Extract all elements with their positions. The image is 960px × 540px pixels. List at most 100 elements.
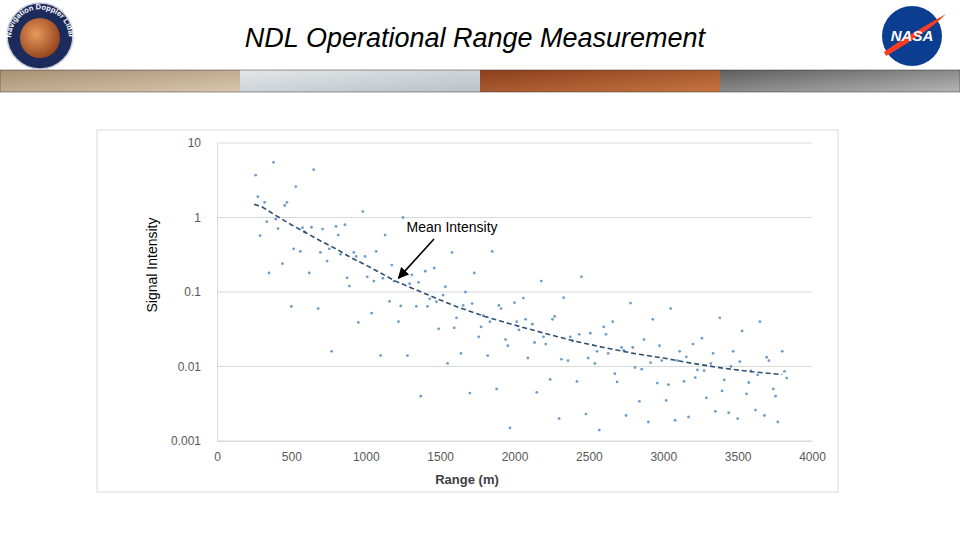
scatter-point (763, 414, 766, 417)
scatter-point (687, 416, 690, 419)
scatter-point (723, 379, 726, 382)
scatter-point (585, 413, 588, 416)
scatter-point (549, 378, 552, 381)
scatter-point (399, 305, 402, 308)
scatter-point (649, 361, 652, 364)
x-tick-label: 3000 (650, 450, 677, 464)
scatter-point (756, 374, 759, 377)
scatter-point (495, 388, 498, 391)
scatter-point (415, 305, 418, 308)
scatter-point (674, 419, 677, 422)
banner-panel (720, 70, 960, 92)
scatter-point (453, 326, 456, 329)
scatter-point (607, 352, 610, 355)
slide: Navigation Doppler LidarNASANDL Operatio… (0, 0, 960, 540)
x-axis-line (218, 441, 813, 442)
scatter-point (348, 285, 351, 288)
scatter-point (272, 161, 275, 164)
scatter-point (611, 320, 614, 323)
scatter-point (428, 297, 431, 300)
banner-panel (480, 70, 720, 92)
x-tick: 500 (282, 441, 302, 464)
scatter-point (522, 297, 525, 300)
x-tick: 2000 (502, 441, 529, 464)
scatter-point (268, 272, 271, 275)
scatter-point (317, 307, 320, 310)
scatter-point (480, 326, 483, 329)
scatter-point (477, 335, 480, 338)
y-axis-title: Signal Intensity (144, 218, 160, 313)
logo-planet (20, 18, 60, 58)
scatter-point (426, 305, 429, 308)
scatter-point (776, 421, 779, 424)
scatter-point (587, 357, 590, 360)
scatter-point (781, 350, 784, 353)
x-tick-label: 1000 (353, 450, 380, 464)
scatter-point (629, 302, 632, 305)
scatter-point (408, 282, 411, 285)
y-tick: 0.01 (178, 360, 217, 374)
scatter-point (535, 391, 538, 394)
series-line (254, 204, 782, 374)
scatter-point (402, 216, 405, 219)
scatter-point (705, 396, 708, 399)
scatter-point (446, 362, 449, 365)
y-tick: 0.001 (171, 434, 217, 448)
scatter-point (410, 273, 413, 276)
y-tick: 1 (194, 211, 217, 225)
scatter-point (625, 414, 628, 417)
scatter-point (301, 226, 304, 229)
scatter-point (578, 333, 581, 336)
scatter-point (263, 201, 266, 204)
scatter-point (701, 337, 704, 340)
x-tick: 0 (214, 441, 221, 464)
scatter-point (640, 368, 643, 371)
banner-panel (240, 70, 480, 92)
scatter-point (500, 307, 503, 310)
scatter-point (319, 251, 322, 254)
logo-text: Navigation Doppler Lidar (4, 2, 76, 38)
scatter-point (397, 320, 400, 323)
scatter-point (669, 307, 672, 310)
x-tick: 3000 (650, 441, 677, 464)
scatter-point (294, 185, 297, 188)
scatter-point (696, 369, 699, 372)
x-axis-title: Range (m) (435, 472, 499, 487)
scatter-point (703, 369, 706, 372)
scatter-point (576, 380, 579, 383)
scatter-point (709, 362, 712, 365)
scatter-point (738, 360, 741, 363)
scatter-point (373, 280, 376, 283)
scatter-point (589, 332, 592, 335)
scatter-point (783, 370, 786, 373)
scatter-point (506, 344, 509, 347)
grid-line-y (217, 366, 812, 367)
scatter-point (540, 280, 543, 283)
scatter-point (460, 352, 463, 355)
scatter-point (290, 305, 293, 308)
scatter-point (747, 381, 750, 384)
scatter-point (379, 354, 382, 357)
scatter-point (274, 218, 277, 221)
y-tick-label: 0.1 (184, 285, 201, 299)
scatter-point (390, 264, 393, 267)
scatter-point (310, 226, 313, 229)
y-tick-label: 10 (188, 136, 202, 150)
scatter-point (745, 392, 748, 395)
scatter-point (464, 291, 467, 294)
grid-line-y (217, 292, 812, 293)
x-tick-label: 1500 (427, 450, 454, 464)
x-tick: 4000 (799, 441, 826, 464)
scatter-point (542, 335, 545, 338)
chart-frame (97, 130, 838, 492)
nasa-swoosh (884, 14, 946, 56)
scatter-point (667, 383, 670, 386)
banner-edge (0, 70, 960, 92)
x-tick-label: 500 (282, 450, 302, 464)
scatter-point (772, 388, 775, 391)
scatter-point (509, 426, 512, 429)
x-tick: 1000 (353, 441, 380, 464)
x-tick-label: 3500 (725, 450, 752, 464)
scatter-point (765, 356, 768, 359)
scatter-point (308, 272, 311, 275)
